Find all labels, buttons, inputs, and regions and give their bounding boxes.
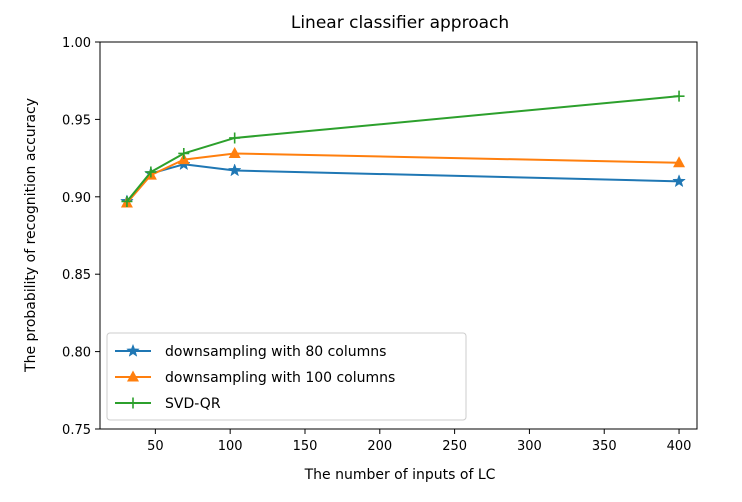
x-tick-label: 400 xyxy=(667,439,692,454)
x-tick-label: 250 xyxy=(442,439,467,454)
series-2-point-2 xyxy=(178,147,190,159)
y-axis-label: The probability of recognition accuracy xyxy=(23,98,39,373)
x-tick-label: 200 xyxy=(367,439,392,454)
series-2-point-3 xyxy=(229,132,241,144)
legend-label-0: downsampling with 80 columns xyxy=(165,344,386,360)
series-2-point-1 xyxy=(145,166,157,178)
series-line-0 xyxy=(126,163,680,203)
series-1-point-3 xyxy=(228,146,241,158)
y-tick-label: 0.90 xyxy=(62,191,91,206)
x-axis-label: The number of inputs of LC xyxy=(304,467,496,483)
legend-label-2: SVD-QR xyxy=(165,396,221,412)
series-line-2 xyxy=(126,95,680,203)
legend: downsampling with 80 columns downsampling… xyxy=(106,332,467,421)
x-tick-label: 300 xyxy=(517,439,542,454)
y-tick-label: 0.80 xyxy=(62,346,91,361)
y-tick-label: 0.85 xyxy=(62,268,91,283)
x-tick-label: 50 xyxy=(147,439,164,454)
chart-title: Linear classifier approach xyxy=(291,13,509,33)
axes-frame xyxy=(99,41,698,430)
y-tick-label: 0.95 xyxy=(62,113,91,128)
series-0-point-3 xyxy=(227,163,242,177)
series-2-point-0 xyxy=(121,195,133,207)
series-2-point-4 xyxy=(673,90,685,102)
series-1-point-4 xyxy=(673,156,686,168)
legend-marker-1 xyxy=(127,370,139,382)
legend-label-1: downsampling with 100 columns xyxy=(165,370,395,386)
legend-marker-0 xyxy=(126,343,140,357)
x-tick-label: 150 xyxy=(293,439,318,454)
y-tick-label: 1.00 xyxy=(62,36,91,51)
legend-box xyxy=(106,332,467,421)
series-line-1 xyxy=(126,152,680,204)
plot-area: 50 100 150 200 250 300 350 400 0.75 0.80 0.85 0.90 0… xyxy=(62,36,698,454)
x-tick-label: 100 xyxy=(218,439,243,454)
series-0-point-4 xyxy=(672,174,686,188)
legend-marker-2 xyxy=(127,397,139,409)
y-tick-label: 0.75 xyxy=(62,423,91,438)
x-tick-label: 350 xyxy=(592,439,617,454)
